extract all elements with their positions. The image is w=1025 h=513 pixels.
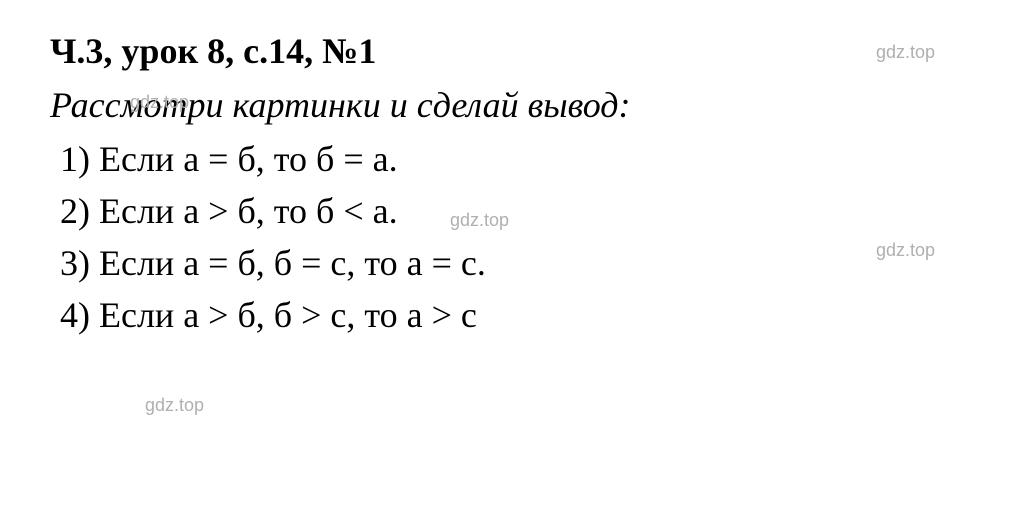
watermark: gdz.top [450, 210, 509, 231]
page-title: Ч.3, урок 8, с.14, №1 [50, 30, 975, 72]
list-item: 1) Если а = б, то б = а. [50, 138, 975, 180]
watermark: gdz.top [876, 240, 935, 261]
watermark: gdz.top [876, 42, 935, 63]
list-item: 2) Если а > б, то б < а. [50, 190, 975, 232]
watermark: gdz.top [130, 92, 189, 113]
watermark: gdz.top [145, 395, 204, 416]
list-item: 3) Если а = б, б = с, то а = с. [50, 242, 975, 284]
list-item: 4) Если а > б, б > с, то а > с [50, 294, 975, 336]
